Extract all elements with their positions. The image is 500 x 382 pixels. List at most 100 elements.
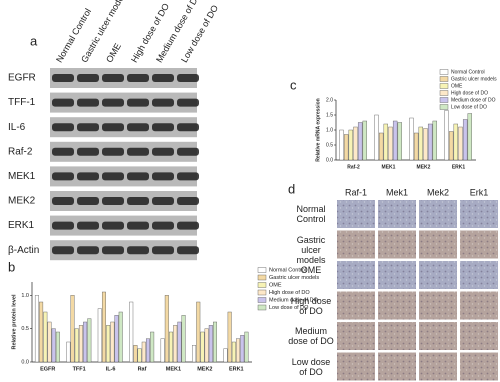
column-label: Mek2 (427, 187, 449, 197)
bar (357, 122, 363, 161)
y-tick-label: 1.0 (326, 127, 333, 133)
x-tick-label: IL-6 (106, 366, 116, 372)
micrograph-texture (419, 200, 457, 228)
micrograph-texture (419, 230, 457, 259)
blot-row-label: Raf-2 (8, 146, 33, 157)
micrograph-texture (460, 291, 498, 320)
bar (392, 120, 398, 161)
bar (432, 120, 438, 161)
micrograph-texture (419, 352, 457, 381)
bar (110, 321, 115, 363)
blot-band (152, 246, 174, 255)
x-tick-label: MEK2 (197, 366, 212, 372)
bar (47, 321, 52, 363)
blot-band (77, 98, 99, 107)
bar (114, 315, 119, 363)
bar (339, 129, 344, 161)
micrograph-texture (337, 352, 375, 381)
legend-swatch (439, 104, 449, 110)
bar (101, 291, 106, 363)
blot-band (177, 246, 199, 255)
y-tick-label: 0.5 (326, 142, 333, 148)
bar (66, 341, 71, 363)
bar (137, 348, 142, 363)
legend-swatch (439, 69, 449, 75)
legend-label: Low dose of DO (451, 104, 487, 110)
micrograph-texture (419, 322, 457, 350)
bar (70, 295, 75, 363)
panel-label: b (8, 259, 15, 274)
blot-row-label: ERK1 (8, 220, 35, 231)
legend-swatch (439, 83, 449, 89)
bar (169, 331, 174, 363)
blot-band (177, 197, 199, 205)
legend-label: OME (269, 282, 282, 288)
blot-band (177, 221, 199, 230)
bar (106, 325, 111, 363)
bar (362, 120, 368, 161)
blot-band (127, 197, 149, 205)
bar (467, 113, 473, 161)
blot-band (77, 221, 99, 230)
bar (55, 331, 60, 363)
micrograph-texture (460, 261, 498, 289)
bar (231, 341, 236, 363)
legend-label: Low dose of DO (269, 305, 309, 311)
blot-band (152, 172, 174, 181)
bar (39, 301, 44, 363)
blot-band (177, 147, 199, 156)
x-tick-label: EGFR (40, 366, 55, 372)
blot-band (102, 147, 124, 156)
blot-row-label: IL-6 (8, 122, 26, 133)
bar (462, 119, 468, 161)
bar (196, 301, 201, 363)
legend-swatch (439, 97, 449, 103)
bar (409, 117, 414, 161)
bar (133, 345, 138, 363)
bar (34, 295, 39, 363)
blot-band (77, 123, 99, 132)
y-tick-label: 0.0 (21, 359, 29, 365)
micrograph-texture (378, 261, 416, 289)
bar (150, 331, 155, 363)
legend-label: Normal Control (451, 69, 485, 75)
y-tick-label: 0.5 (21, 326, 29, 332)
bar (87, 318, 92, 363)
bar (51, 328, 56, 363)
micrograph-texture (419, 261, 457, 289)
column-label: Erk1 (470, 187, 489, 197)
micrograph-texture (337, 200, 375, 228)
blot-band (152, 98, 174, 107)
bar (173, 325, 178, 363)
blot-band (102, 197, 124, 205)
legend-label: Medium dose of DO (269, 297, 319, 303)
micrograph-texture (460, 352, 498, 381)
legend-label: High dose of DO (451, 90, 488, 96)
blot-band (102, 74, 124, 82)
blot-row-label: EGFR (8, 73, 36, 84)
y-tick-label: 1.0 (21, 293, 29, 299)
bar (448, 131, 454, 161)
blot-band (52, 246, 74, 255)
blot-band (177, 74, 199, 82)
blot-band (127, 74, 149, 82)
blot-band (152, 197, 174, 205)
panel-label: a (30, 33, 38, 48)
blot-band (152, 74, 174, 82)
y-tick-label: 0.0 (326, 157, 333, 163)
x-tick-label: TFF1 (73, 366, 86, 372)
bar (74, 328, 79, 363)
bar (244, 331, 249, 363)
x-tick-label: MEK1 (382, 164, 396, 170)
micrograph-texture (460, 200, 498, 228)
blot-row-label: MEK2 (8, 196, 36, 207)
column-label: Mek1 (386, 187, 408, 197)
blot-row-label: TFF-1 (8, 97, 36, 108)
blot-band (52, 172, 74, 181)
row-label: Medium dose of DO (288, 326, 334, 346)
legend-swatch (257, 304, 267, 311)
bar (423, 128, 428, 161)
bar (223, 348, 228, 363)
bar (388, 126, 393, 161)
blot-band (152, 221, 174, 230)
